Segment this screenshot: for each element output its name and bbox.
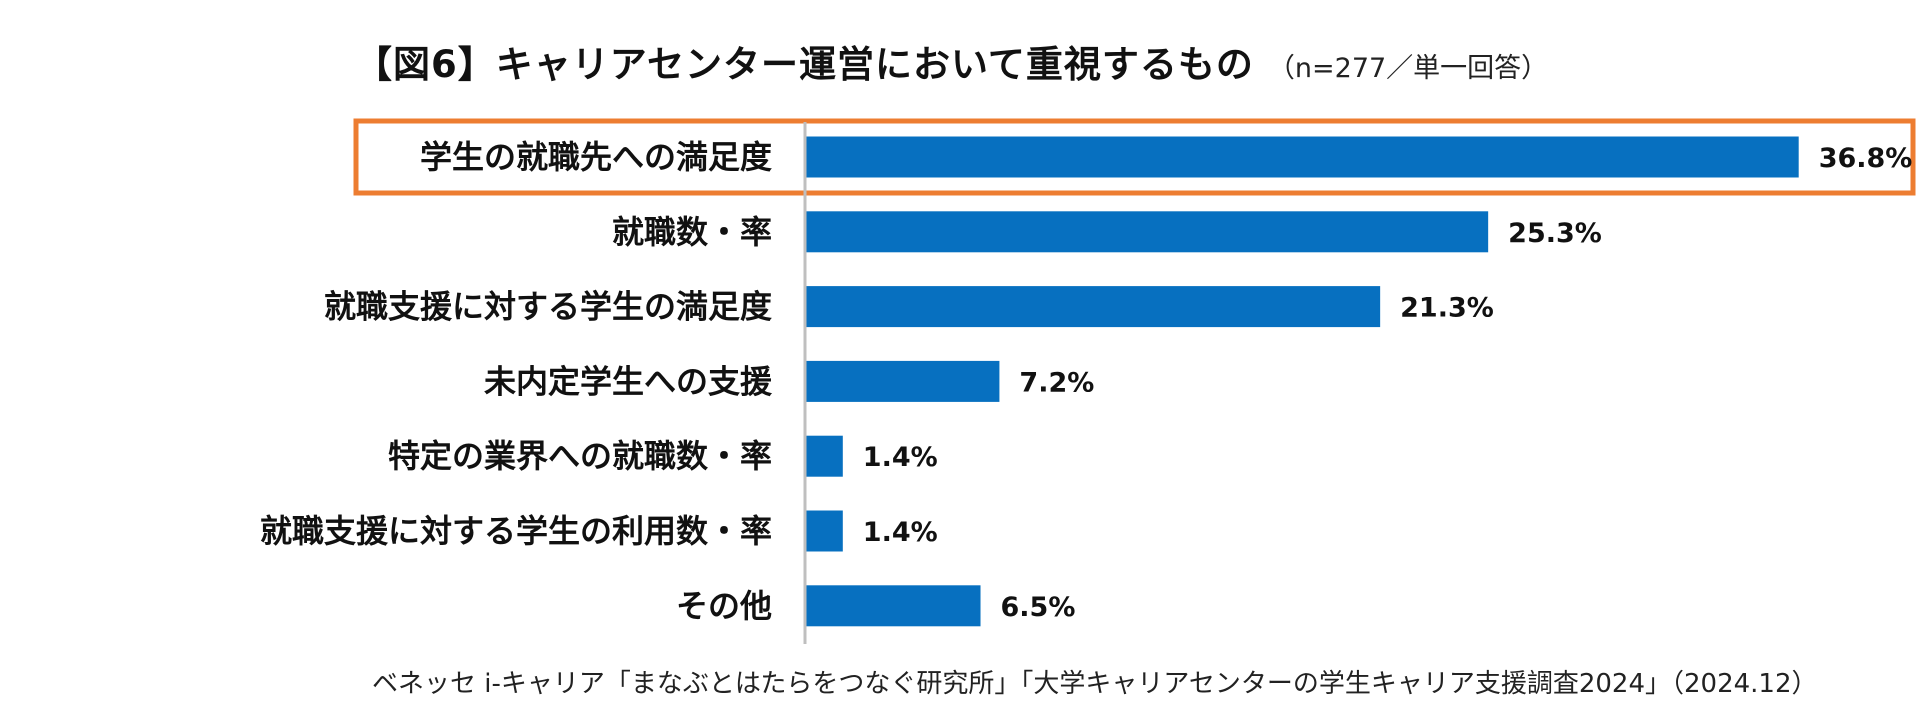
category-label: 就職数・率: [612, 213, 772, 251]
source-note: ベネッセ i-キャリア「まなぶとはたらをつなぐ研究所」「大学キャリアセンターの学…: [372, 669, 1818, 699]
chart-subtitle: （n=277／単一回答）: [1267, 53, 1549, 84]
bar: [805, 286, 1381, 328]
value-label: 1.4%: [863, 517, 938, 548]
category-label: その他: [676, 587, 772, 625]
chart-title-row: 【図6】キャリアセンター運営において重視するもの （n=277／単一回答）: [355, 34, 1548, 90]
bar: [805, 360, 1000, 402]
value-label: 36.8%: [1819, 143, 1913, 174]
bar: [805, 585, 981, 627]
highlight-box: [353, 118, 1916, 196]
value-label: 1.4%: [863, 442, 938, 473]
value-label: 21.3%: [1400, 293, 1494, 324]
category-label: 特定の業界への就職数・率: [388, 437, 772, 475]
category-label: 未内定学生への支援: [484, 362, 773, 400]
value-label: 25.3%: [1508, 218, 1602, 249]
value-label: 6.5%: [1001, 592, 1076, 623]
bar: [805, 211, 1489, 253]
bar: [805, 435, 843, 477]
chart-title: 【図6】キャリアセンター運営において重視するもの: [355, 43, 1254, 86]
category-label: 就職支援に対する学生の利用数・率: [260, 512, 772, 550]
category-label: 就職支援に対する学生の満足度: [324, 288, 772, 326]
bar: [805, 510, 843, 552]
category-label: 学生の就職先への満足度: [420, 138, 772, 176]
bar: [805, 136, 1799, 178]
value-label: 7.2%: [1019, 367, 1094, 398]
